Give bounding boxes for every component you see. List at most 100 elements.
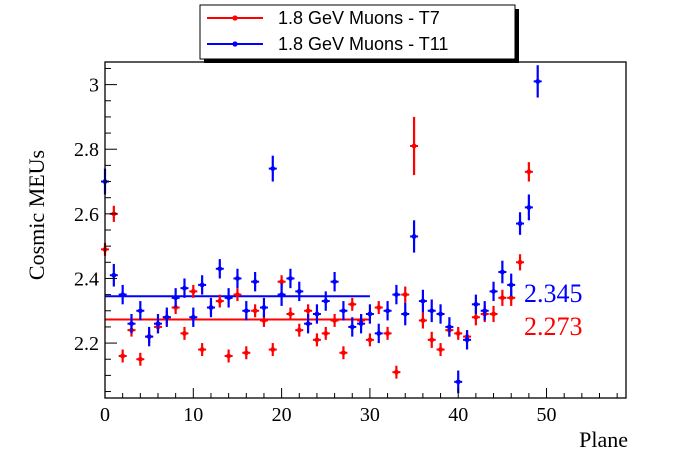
data-point xyxy=(279,292,285,298)
data-point xyxy=(402,292,408,298)
data-point xyxy=(376,330,382,336)
data-point xyxy=(270,347,276,352)
data-point xyxy=(376,305,382,310)
data-point xyxy=(420,318,426,323)
data-point xyxy=(305,321,311,327)
data-point xyxy=(252,279,258,285)
data-point xyxy=(491,288,496,294)
data-point xyxy=(182,330,187,336)
data-point xyxy=(402,311,408,317)
data-point xyxy=(367,311,373,317)
data-point xyxy=(314,337,320,343)
data-point xyxy=(517,221,523,226)
data-point xyxy=(367,337,373,343)
y-tick-label: 2.6 xyxy=(74,204,99,226)
annotation-t7: 2.273 xyxy=(524,312,583,341)
data-point xyxy=(173,295,179,301)
data-point xyxy=(155,321,161,327)
x-tick-label: 0 xyxy=(100,404,110,426)
data-point xyxy=(394,369,399,375)
x-axis-label: Plane xyxy=(579,427,628,452)
legend-label-t7: 1.8 GeV Muons - T7 xyxy=(278,8,440,28)
y-axis-label: Cosmic MEUs xyxy=(24,150,49,280)
data-point xyxy=(464,337,470,343)
axes: 0 10 20 30 40 50 2.2 2.4 2.6 2.8 3 xyxy=(74,67,618,426)
data-point xyxy=(499,295,505,301)
data-point xyxy=(199,347,205,352)
x-tick-label: 30 xyxy=(360,404,380,426)
data-point xyxy=(146,334,152,340)
data-point xyxy=(508,282,514,288)
x-tick-label: 10 xyxy=(183,404,203,426)
data-point xyxy=(438,347,443,352)
legend-label-t11: 1.8 GeV Muons - T11 xyxy=(278,34,448,54)
data-point xyxy=(358,321,364,327)
data-point xyxy=(243,308,249,314)
data-point xyxy=(349,301,355,307)
data-point xyxy=(394,292,399,298)
data-point xyxy=(332,279,337,285)
data-point xyxy=(288,311,293,317)
data-point xyxy=(199,282,205,288)
data-point xyxy=(296,327,302,333)
data-point xyxy=(261,318,267,323)
data-point xyxy=(455,330,461,336)
data-point xyxy=(411,234,417,239)
data-point xyxy=(243,350,249,356)
data-point xyxy=(341,308,346,314)
data-point xyxy=(270,166,276,172)
data-point xyxy=(349,324,355,330)
y-tick-label: 2.4 xyxy=(74,268,99,290)
data-point xyxy=(517,259,523,265)
data-point xyxy=(535,78,541,84)
data-point xyxy=(208,305,214,310)
data-point xyxy=(296,288,302,294)
data-point xyxy=(429,337,435,343)
data-point xyxy=(279,279,285,285)
data-point xyxy=(473,314,479,320)
data-point xyxy=(323,298,329,304)
data-point xyxy=(252,308,258,314)
x-tick-label: 40 xyxy=(448,404,468,426)
data-point xyxy=(314,311,320,317)
data-point xyxy=(482,308,488,314)
data-point xyxy=(235,276,240,281)
data-point xyxy=(217,298,223,304)
legend: 1.8 GeV Muons - T7 1.8 GeV Muons - T11 xyxy=(199,4,519,63)
data-point xyxy=(111,272,117,278)
annotation-t11: 2.345 xyxy=(524,279,583,308)
x-tick-label: 50 xyxy=(537,404,557,426)
data-point xyxy=(438,311,443,317)
data-point xyxy=(526,204,532,210)
data-point xyxy=(429,308,435,314)
data-point xyxy=(288,276,293,281)
data-point xyxy=(120,292,126,298)
data-points xyxy=(101,65,542,394)
data-point xyxy=(305,308,311,314)
data-point xyxy=(332,318,337,323)
data-point xyxy=(411,143,417,149)
plot-frame xyxy=(104,61,627,399)
data-point xyxy=(323,330,329,336)
data-point xyxy=(473,301,479,307)
data-point xyxy=(129,321,134,327)
data-point xyxy=(226,295,232,301)
data-point xyxy=(226,353,232,359)
data-point xyxy=(491,311,496,317)
y-tick-label: 2.2 xyxy=(74,333,99,355)
legend-marker-t7 xyxy=(232,15,238,21)
data-point xyxy=(385,330,390,336)
y-tick-label: 3 xyxy=(89,75,99,97)
data-point xyxy=(190,314,196,320)
y-tick-label: 2.8 xyxy=(74,139,99,161)
data-point xyxy=(446,324,452,330)
data-point xyxy=(164,314,170,320)
data-point xyxy=(182,285,187,291)
data-point xyxy=(120,353,126,359)
series-t11 xyxy=(101,65,542,394)
data-point xyxy=(508,295,514,301)
data-point xyxy=(526,169,532,175)
data-point xyxy=(261,305,267,310)
data-point xyxy=(235,292,240,298)
